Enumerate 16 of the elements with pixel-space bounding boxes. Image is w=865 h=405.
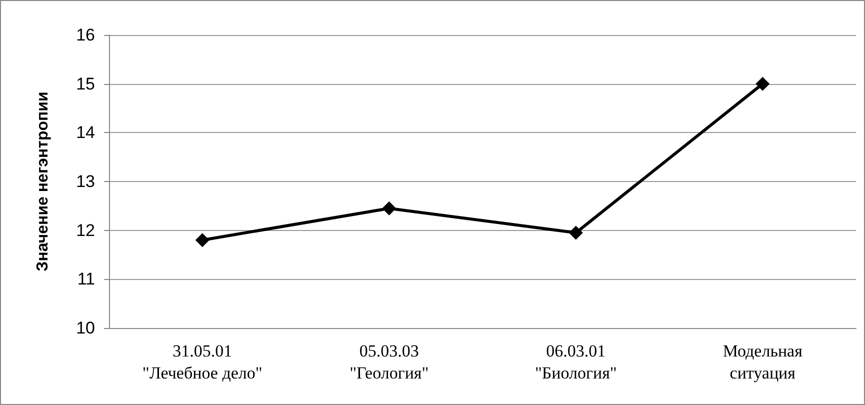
y-tick-label: 12 <box>76 220 95 240</box>
y-tick-label: 13 <box>76 172 95 191</box>
point <box>568 226 583 240</box>
point <box>195 233 210 248</box>
x-tick-label: Модельная ситуация <box>722 342 803 382</box>
point <box>382 201 396 216</box>
x-tick-label: 31.05.01 "Лечебное дело" <box>142 342 262 382</box>
y-tick-label: 10 <box>76 318 95 338</box>
y-tick-label: 11 <box>77 270 95 289</box>
x-tick-label: 06.03.01 "Биология" <box>534 342 617 382</box>
y-tick-label: 16 <box>76 26 95 44</box>
x-tick-label: 05.03.03 "Геология" <box>350 342 429 382</box>
y-axis-title: Значение негэнтропии <box>34 92 52 272</box>
point <box>756 76 770 91</box>
y-tick-label: 14 <box>76 123 95 142</box>
y-tick-label: 15 <box>76 74 95 94</box>
